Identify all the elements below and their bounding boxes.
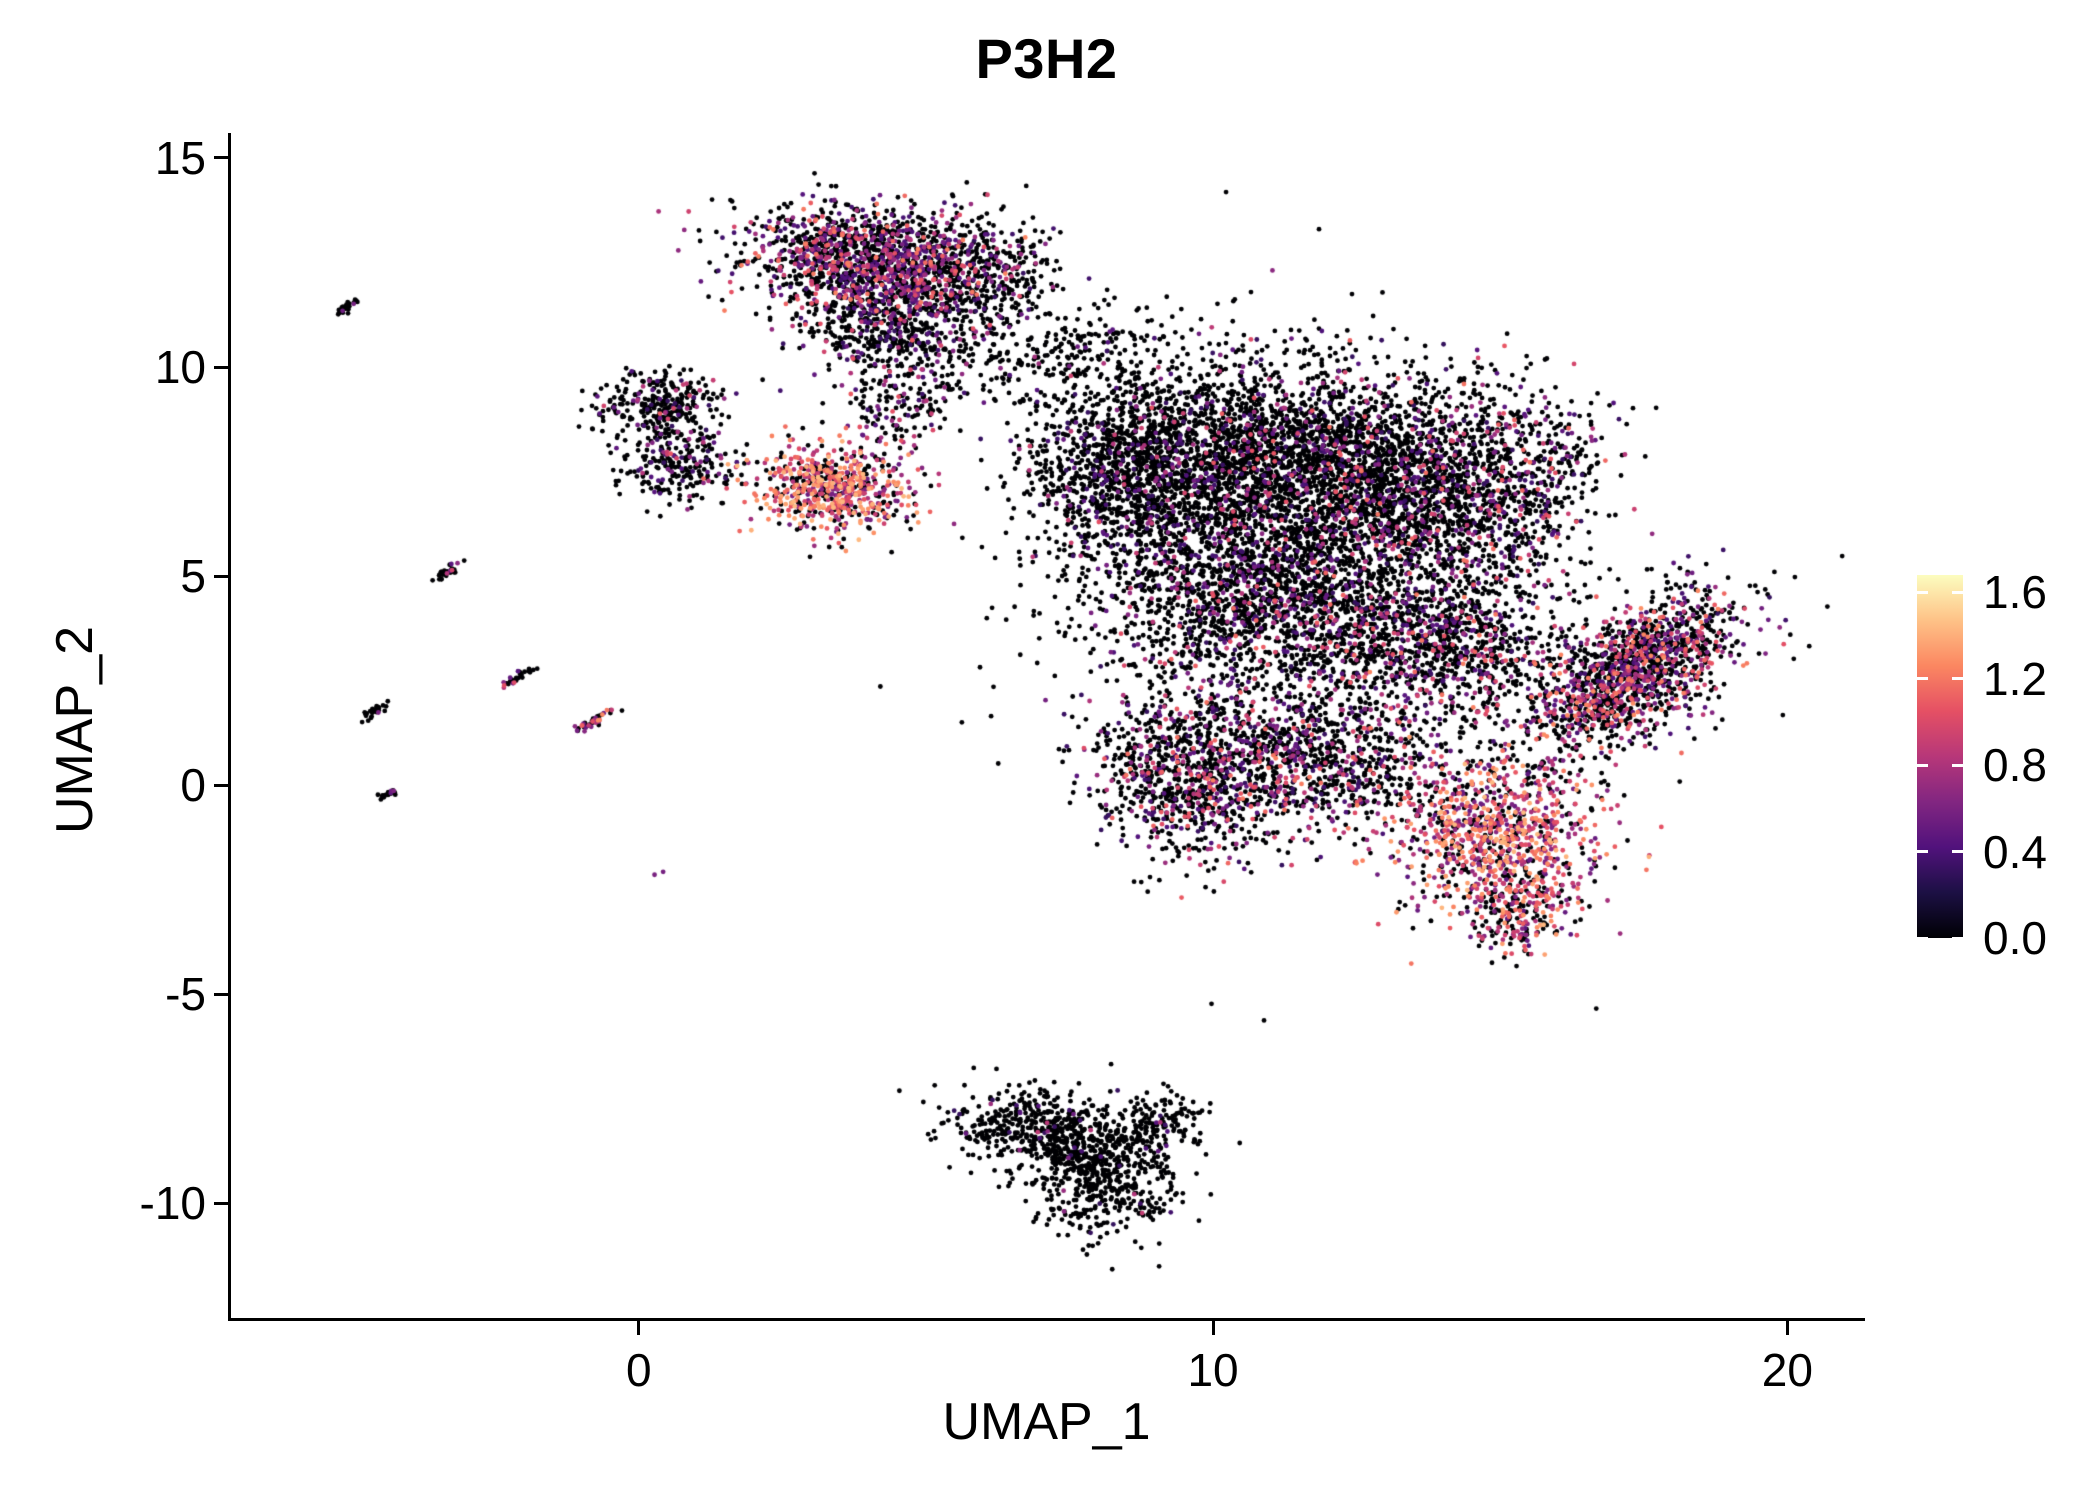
expression-colorbar	[1917, 575, 1963, 938]
colorbar-tick-label: 1.2	[1983, 652, 2047, 705]
y-axis-line	[228, 133, 231, 1321]
plot-title: P3H2	[975, 27, 1118, 90]
y-tick-label: -10	[139, 1177, 206, 1230]
colorbar-tick-mark-left	[1917, 763, 1928, 767]
colorbar-tick-mark-left	[1917, 677, 1928, 681]
y-tick-mark	[214, 1201, 228, 1205]
y-tick-label: 15	[154, 131, 206, 184]
colorbar-gradient	[1917, 575, 1963, 938]
colorbar-tick-mark-left	[1917, 590, 1928, 594]
umap-scatter-canvas	[231, 135, 1862, 1318]
x-axis-line	[228, 1318, 1865, 1321]
colorbar-tick-mark-right	[1952, 763, 1963, 767]
colorbar-tick-label: 0.0	[1983, 912, 2047, 964]
x-tick-mark	[1785, 1321, 1789, 1335]
y-tick-mark	[214, 992, 228, 996]
colorbar-tick-label: 0.8	[1983, 739, 2047, 792]
colorbar-tick-label: 1.6	[1983, 566, 2047, 619]
x-tick-label: 20	[1761, 1344, 1813, 1396]
colorbar-tick-mark-left	[1917, 850, 1928, 854]
x-tick-label: 10	[1187, 1344, 1239, 1396]
x-tick-mark	[1211, 1321, 1215, 1335]
y-tick-label: -5	[165, 968, 206, 1021]
y-tick-mark	[214, 156, 228, 160]
colorbar-tick-mark-right	[1952, 590, 1963, 594]
y-tick-mark	[214, 365, 228, 369]
x-tick-mark	[637, 1321, 641, 1335]
colorbar-tick-mark-right	[1952, 850, 1963, 854]
y-tick-mark	[214, 783, 228, 787]
y-tick-mark	[214, 574, 228, 578]
y-tick-label: 10	[154, 341, 206, 393]
x-axis-label: UMAP_1	[942, 1393, 1151, 1451]
colorbar-tick-label: 0.4	[1983, 825, 2047, 878]
y-tick-label: 0	[180, 759, 206, 812]
colorbar-tick-mark-right	[1952, 936, 1963, 940]
colorbar-tick-mark-right	[1952, 677, 1963, 681]
x-tick-label: 0	[625, 1344, 652, 1396]
y-tick-label: 5	[180, 550, 206, 602]
colorbar-tick-mark-left	[1917, 936, 1928, 940]
